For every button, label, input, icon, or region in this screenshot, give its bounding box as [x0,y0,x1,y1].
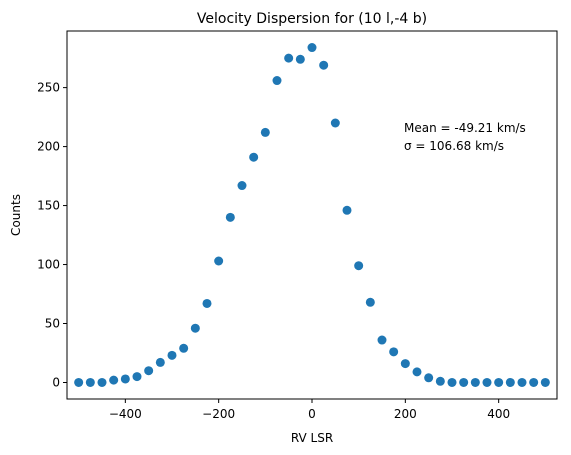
x-axis: −400 −200 0 200 400 [109,399,510,421]
data-point [179,343,189,353]
data-point [249,152,259,162]
data-point [307,43,317,53]
data-point [330,118,340,128]
sigma-annotation: σ = 106.68 km/s [404,139,504,153]
data-point [225,212,235,222]
data-point [377,335,387,345]
data-point [354,261,364,271]
data-point [517,377,527,387]
data-point [202,298,212,308]
data-point [494,377,504,387]
x-tick-label: −400 [109,407,142,421]
data-point [97,377,107,387]
y-tick-label: 100 [37,258,60,272]
y-axis: 0 50 100 150 200 250 [37,81,67,389]
data-point [237,181,247,191]
y-tick-label: 250 [37,81,60,95]
chart-title: Velocity Dispersion for (10 l,-4 b) [197,11,427,27]
data-point [109,375,119,385]
data-point [342,205,352,215]
x-axis-label: RV LSR [291,431,333,445]
data-point [319,60,329,70]
data-point [167,350,177,360]
data-point [482,377,492,387]
data-point [365,297,375,307]
data-point [74,377,84,387]
data-point [272,76,282,86]
y-tick-label: 200 [37,140,60,154]
data-point [260,127,270,137]
data-point [540,377,550,387]
data-point [85,377,95,387]
data-point [284,53,294,63]
data-point [424,373,434,383]
data-point [295,54,305,64]
data-point [190,323,200,333]
data-point [459,377,469,387]
x-tick-label: −200 [202,407,235,421]
data-point [505,377,515,387]
mean-annotation: Mean = -49.21 km/s [404,121,526,135]
data-point [144,366,154,376]
data-point [155,357,165,367]
data-point [120,374,130,384]
data-point [389,347,399,357]
x-tick-label: 400 [487,407,510,421]
plot-area [74,43,550,387]
data-point [132,372,142,382]
x-tick-label: 200 [394,407,417,421]
y-tick-label: 150 [37,199,60,213]
data-point [214,256,224,266]
data-point [470,377,480,387]
y-tick-label: 0 [52,375,60,389]
data-point [447,377,457,387]
y-axis-label: Counts [9,194,23,236]
data-point [412,367,422,377]
data-point [435,376,445,386]
x-tick-label: 0 [308,407,316,421]
data-point [400,359,410,369]
y-tick-label: 50 [45,317,60,331]
data-point [529,377,539,387]
